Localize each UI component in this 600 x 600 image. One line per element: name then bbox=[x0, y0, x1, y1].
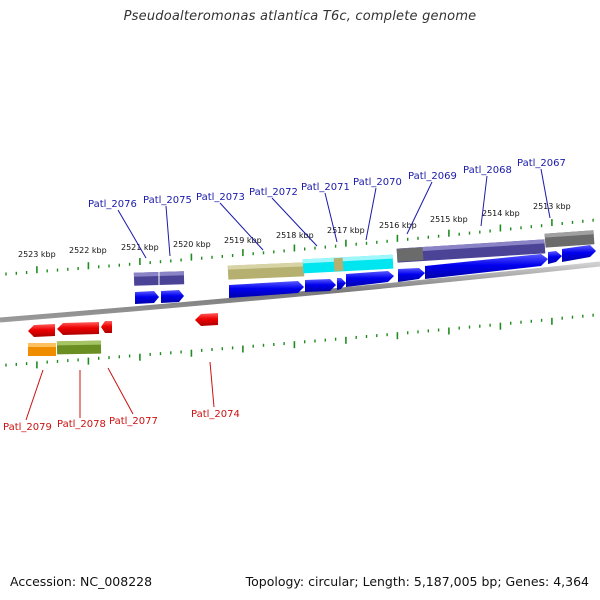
reverse-gene-labels: Patl_2079 Patl_2078 Patl_2077 Patl_2074 bbox=[3, 409, 240, 433]
gene-arrow-patl-2078[interactable] bbox=[57, 322, 99, 335]
kbp-label: 2515 kbp bbox=[430, 215, 468, 224]
feature-bar-patl-2079[interactable] bbox=[28, 343, 56, 356]
accession-text: Accession: NC_008228 bbox=[10, 574, 153, 589]
kbp-label: 2516 kbp bbox=[379, 221, 417, 230]
map-title: Pseudoalteromonas atlantica T6c, complet… bbox=[123, 9, 477, 24]
gene-label-patl-2079[interactable]: Patl_2079 bbox=[3, 422, 52, 433]
gene-arrow-patl-2069[interactable] bbox=[398, 268, 425, 282]
gene-label-patl-2077[interactable]: Patl_2077 bbox=[109, 416, 158, 427]
forward-scale-ticks bbox=[5, 218, 594, 276]
feature-bar-patl-2073[interactable] bbox=[227, 262, 305, 280]
kbp-label: 2522 kbp bbox=[69, 246, 107, 255]
gene-label-patl-2072[interactable]: Patl_2072 bbox=[249, 187, 298, 198]
gene-label-patl-2074[interactable]: Patl_2074 bbox=[191, 409, 240, 420]
genome-backbone bbox=[0, 261, 600, 323]
gene-arrow-patl-2072[interactable] bbox=[305, 279, 336, 292]
gene-label-patl-2075[interactable]: Patl_2075 bbox=[143, 195, 192, 206]
gene-arrow-patl-2068[interactable] bbox=[425, 254, 548, 279]
gene-arrow-patl-2079[interactable] bbox=[28, 324, 55, 337]
reverse-scale-ticks bbox=[5, 313, 594, 369]
feature-bar-patl-2075-2076[interactable] bbox=[133, 271, 185, 286]
gene-label-patl-2070[interactable]: Patl_2070 bbox=[353, 177, 402, 188]
gene-label-patl-2071[interactable]: Patl_2071 bbox=[301, 182, 350, 193]
gene-arrow-patl-2070[interactable] bbox=[346, 271, 394, 287]
kbp-label: 2517 kbp bbox=[327, 226, 365, 235]
gene-arrow-patl-2075[interactable] bbox=[161, 290, 184, 303]
kbp-label: 2518 kbp bbox=[276, 231, 314, 240]
forward-leader-lines bbox=[117, 168, 551, 259]
gene-label-patl-2068[interactable]: Patl_2068 bbox=[463, 165, 512, 176]
feature-bar-patl-2070-2072[interactable] bbox=[302, 254, 394, 274]
kbp-label: 2519 kbp bbox=[224, 236, 262, 245]
topology-text: Topology: circular; Length: 5,187,005 bp… bbox=[245, 574, 589, 589]
forward-gene-labels: Patl_2076 Patl_2075 Patl_2073 Patl_2072 … bbox=[88, 158, 566, 210]
gene-label-patl-2067[interactable]: Patl_2067 bbox=[517, 158, 566, 169]
gene-label-patl-2076[interactable]: Patl_2076 bbox=[88, 199, 137, 210]
gene-label-patl-2069[interactable]: Patl_2069 bbox=[408, 171, 457, 182]
feature-bar-patl-2067[interactable] bbox=[544, 230, 595, 248]
gene-arrow-patl-2076[interactable] bbox=[135, 291, 159, 304]
gene-arrow-patl-2073[interactable] bbox=[229, 281, 304, 298]
gene-arrow-patl-2068b[interactable] bbox=[548, 251, 562, 264]
gene-label-patl-2078[interactable]: Patl_2078 bbox=[57, 419, 106, 430]
reverse-gene-arrows bbox=[28, 313, 218, 337]
feature-bar-patl-2068-2069[interactable] bbox=[396, 239, 546, 263]
kbp-label: 2523 kbp bbox=[18, 250, 56, 259]
forward-gene-arrows bbox=[135, 245, 596, 304]
gene-arrow-patl-2071[interactable] bbox=[337, 278, 346, 290]
reverse-feature-bars bbox=[28, 340, 102, 356]
kbp-label: 2514 kbp bbox=[482, 209, 520, 218]
reverse-leader-lines bbox=[25, 361, 215, 421]
gene-arrow-patl-2067[interactable] bbox=[562, 245, 596, 262]
gene-arrow-patl-2074[interactable] bbox=[195, 313, 218, 326]
forward-feature-bars bbox=[133, 230, 595, 286]
kbp-label: 2513 kbp bbox=[533, 202, 571, 211]
feature-bar-patl-2077-2078[interactable] bbox=[56, 340, 102, 355]
gene-arrow-patl-2077[interactable] bbox=[101, 321, 112, 333]
kbp-label: 2520 kbp bbox=[173, 240, 211, 249]
gene-label-patl-2073[interactable]: Patl_2073 bbox=[196, 192, 245, 203]
